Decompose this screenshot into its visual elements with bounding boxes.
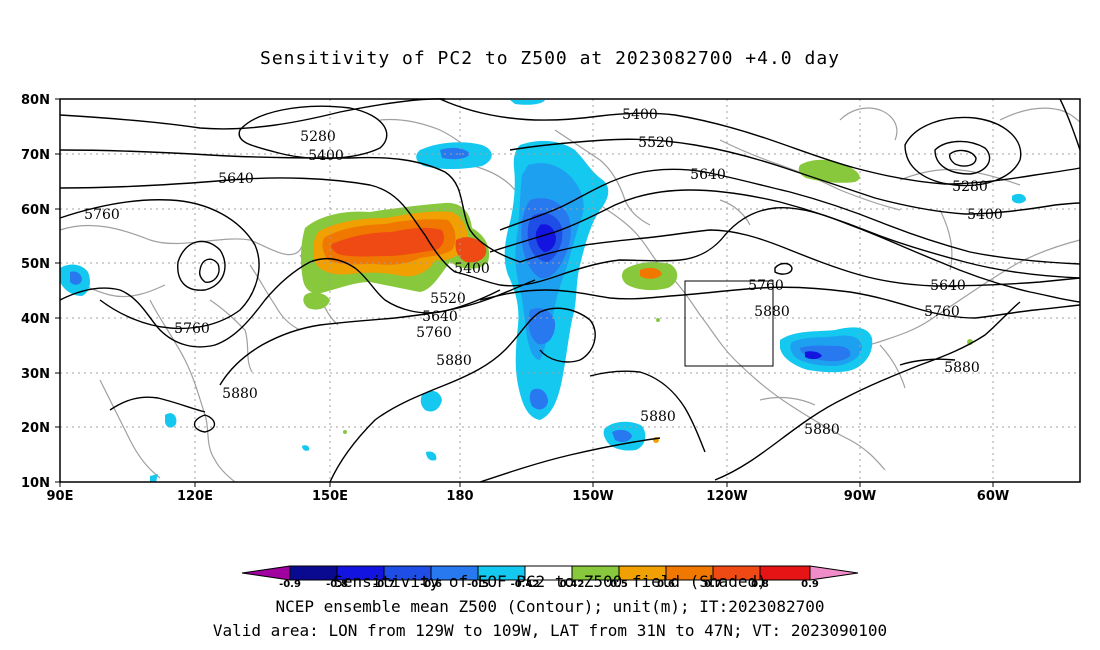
contour-label: 5640 (218, 171, 254, 187)
colorbar-high-end (809, 565, 859, 581)
contour-label: 5880 (754, 304, 790, 320)
colorbar-tick-label: 0.7 (704, 579, 722, 590)
x-tick-label: 90W (844, 489, 876, 504)
x-axis-labels: 90E 120E 150E 180 150W 120W 90W 60W (47, 489, 1010, 504)
y-tick-label: 80N (21, 93, 50, 108)
y-tick-label: 70N (21, 148, 50, 163)
caption-shading: Sensitivity of EOF PC2 to Z500 field (Sh… (333, 572, 767, 591)
colorbar-tick-label: -0.8 (326, 579, 348, 590)
x-tick-label: 90E (47, 489, 74, 504)
contour-label: 5640 (422, 309, 458, 325)
colorbar-tick-label: -0.42 (511, 579, 540, 590)
contour-label: 5760 (174, 321, 210, 337)
valid-area-box (684, 280, 774, 367)
contour-label: 5520 (430, 291, 466, 307)
plot-frame (59, 98, 1081, 483)
colorbar-tick-label: -0.7 (373, 579, 395, 590)
contour-label: 5880 (640, 409, 676, 425)
colorbar-tick-label: 0.8 (751, 579, 769, 590)
colorbar-tick-label: 0.6 (657, 579, 675, 590)
contour-label: 5760 (416, 325, 452, 341)
contour-label: 5760 (924, 304, 960, 320)
x-tick-label: 150E (312, 489, 348, 504)
contour-label: 5880 (222, 386, 258, 402)
colorbar-tick-label: 0.42 (560, 579, 585, 590)
contour-label: 5400 (454, 261, 490, 277)
colorbar-tick-label: 0.9 (801, 579, 819, 590)
contour-label: 5400 (622, 107, 658, 123)
contour-label: 5760 (84, 207, 120, 223)
colorbar-tick-label: 0.5 (610, 579, 628, 590)
colorbar-tick-label: -0.6 (420, 579, 442, 590)
caption-contour: NCEP ensemble mean Z500 (Contour); unit(… (275, 597, 825, 616)
y-tick-label: 50N (21, 257, 50, 272)
contour-label: 5640 (690, 167, 726, 183)
x-tick-label: 120W (706, 489, 747, 504)
contour-label: 5760 (748, 278, 784, 294)
y-tick-label: 30N (21, 367, 50, 382)
contour-labels: 5280 5400 5640 5760 5400 5520 5640 5760 … (84, 107, 1003, 438)
colorbar-tick-label: -0.5 (467, 579, 489, 590)
contour-label: 5400 (308, 148, 344, 164)
contour-label: 5280 (952, 179, 988, 195)
y-tick-label: 20N (21, 421, 50, 436)
y-tick-label: 10N (21, 476, 50, 491)
x-tick-label: 120E (177, 489, 213, 504)
contour-label: 5400 (967, 207, 1003, 223)
x-tick-label: 180 (446, 489, 473, 504)
contour-label: 5880 (804, 422, 840, 438)
colorbar (241, 565, 859, 581)
x-tick-label: 150W (572, 489, 613, 504)
contour-label: 5640 (930, 278, 966, 294)
gridlines (60, 99, 1080, 482)
x-tick-label: 60W (977, 489, 1009, 504)
contour-label: 5280 (300, 129, 336, 145)
y-tick-label: 40N (21, 312, 50, 327)
caption-valid-area: Valid area: LON from 129W to 109W, LAT f… (212, 621, 888, 640)
colorbar-ticks: -0.9 -0.8 -0.7 -0.6 -0.5 -0.42 0.42 0.5 … (279, 579, 819, 590)
contour-label: 5520 (638, 135, 674, 151)
y-axis-labels: 80N 70N 60N 50N 40N 30N 20N 10N (21, 93, 50, 491)
z500-contours (59, 98, 1081, 483)
y-tick-label: 60N (21, 203, 50, 218)
tick-marks (55, 98, 994, 487)
contour-label: 5880 (944, 360, 980, 376)
contour-label: 5880 (436, 353, 472, 369)
chart-title: Sensitivity of PC2 to Z500 at 2023082700… (259, 48, 840, 69)
colorbar-tick-label: -0.9 (279, 579, 301, 590)
